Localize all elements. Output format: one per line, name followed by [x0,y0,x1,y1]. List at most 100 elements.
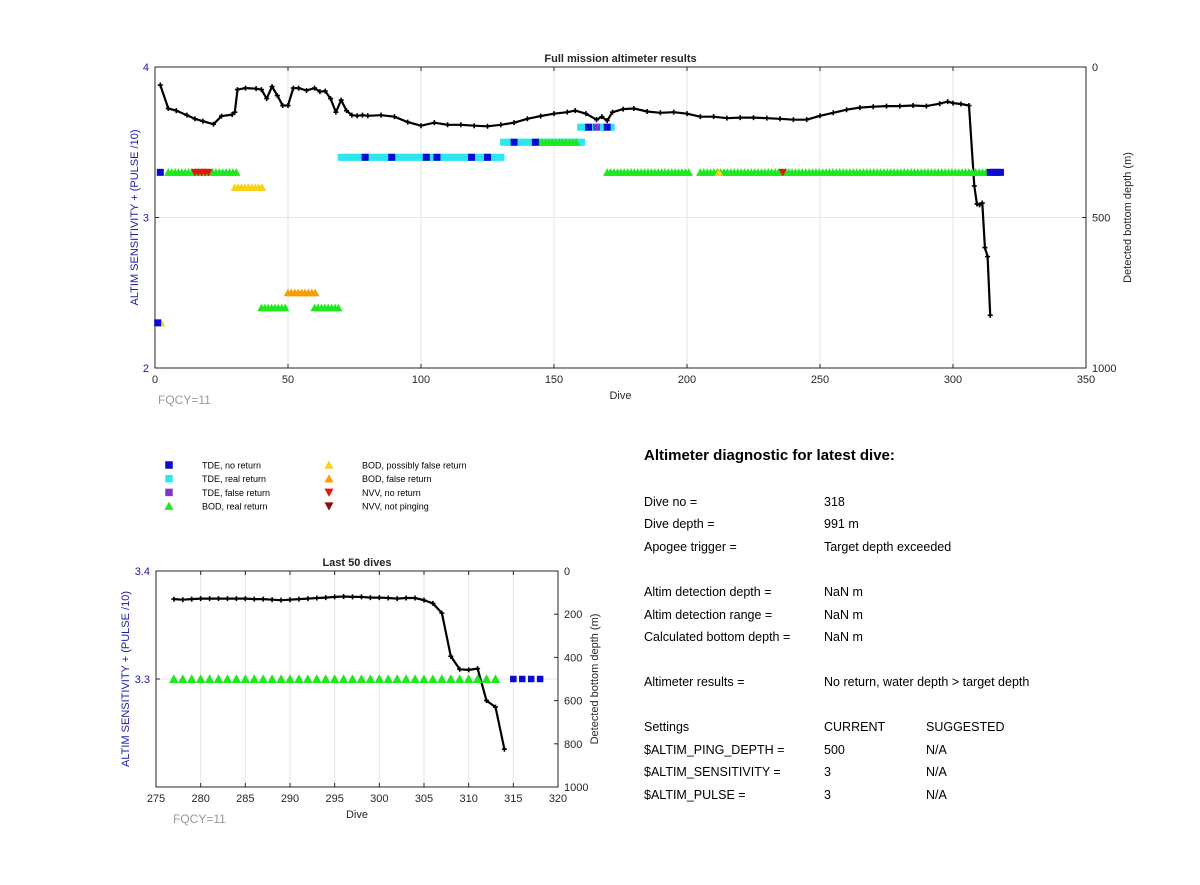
last50-bottom-depth-point [269,597,275,603]
main-bottom-depth-point [269,84,275,90]
main-tde-no-return-marker [510,138,518,146]
main-bottom-depth-point [923,103,929,109]
main-bottom-depth-point [317,89,323,95]
main-bottom-depth-point [418,123,424,129]
main-bottom-depth-point [777,116,783,122]
main-tde-no-return-marker [388,153,396,161]
setting-name: $ALTIM_PULSE = [644,788,746,802]
last50-axes: 275 280 285 290 295 300 305 310 315 320 3.3 3.4 0 200… [120,557,601,826]
main-bod-real-marker [571,138,581,146]
main-tde-no-return-marker [468,153,476,161]
diagnostic-title: Altimeter diagnostic for latest dive: [644,447,895,464]
main-bottom-depth-point [897,103,903,109]
legend-label: BOD, possibly false return [362,461,467,471]
main-bottom-depth-point [485,123,490,129]
setting-current: 3 [824,788,831,802]
main-bottom-depth-point [280,103,286,109]
main-bottom-depth-point [657,110,663,116]
last50-bottom-depth-point [403,595,409,601]
main-bottom-depth-point [604,118,610,124]
main-y2-tick-label: 0 [1092,62,1098,74]
main-bottom-depth-point [333,109,339,115]
main-bottom-depth-point [804,117,810,123]
legend-label: TDE, no return [202,461,261,471]
main-bottom-depth-point [391,114,397,120]
last50-y2-tick-label: 1000 [564,782,588,794]
dive-depth-label: Dive depth = [644,517,715,531]
last50-bottom-depth-point [341,593,347,599]
last50-bottom-depth-point [466,667,472,673]
last50-bottom-depth-point [394,596,400,602]
main-tde-no-return-marker [603,123,611,131]
main-bod-possible-marker [257,183,267,191]
last50-bottom-depth-point [323,595,329,601]
main-x-label: Dive [609,390,631,402]
main-bottom-depth-point [458,122,464,128]
last50-bod-real-marker [204,674,215,683]
last50-bod-real-marker [481,674,492,683]
main-bod-false-marker [311,288,320,297]
main-bottom-depth-point [344,108,350,114]
main-x-tick-label: 300 [944,374,962,386]
main-bottom-depth-point [987,312,993,318]
last50-bod-real-marker [419,674,429,683]
main-y-tick-label: 3 [143,213,149,225]
setting-suggested: N/A [926,765,947,779]
results-label: Altimeter results = [644,675,745,689]
last50-tde-no-return-marker [527,675,535,683]
main-bottom-depth-point [312,85,318,91]
last50-bod-real-marker [249,674,260,683]
main-bottom-depth-point [165,106,171,112]
main-bottom-depth-point [242,85,248,91]
last50-bottom-depth-point [233,596,239,602]
last50-bottom-depth-point [358,594,364,600]
main-bottom-depth-point [844,107,850,113]
main-bod-real-marker [334,303,343,312]
main-bottom-depth-point [253,86,259,92]
last50-bod-real-marker [267,674,277,683]
last50-y-label: ALTIM SENSITIVITY + (PULSE /10) [120,591,132,767]
main-tde-no-return-marker [531,138,539,146]
detect-range-label: Altim detection range = [644,608,773,622]
last50-tde-no-return-marker [536,675,544,683]
main-bottom-depth-point [971,183,977,189]
main-tde-no-return-marker [484,153,491,161]
main-axes: 0 50 100 150 200 250 300 350 2 3 4 0 500 1000 Full mis… [129,53,1134,407]
last50-bottom-depth-point [421,597,427,603]
main-bottom-depth-point [290,85,296,91]
last50-bod-real-marker [240,674,251,683]
last50-bottom-depth-point [260,596,266,602]
last50-bod-real-marker [428,674,438,683]
last50-bottom-depth-point [332,594,338,600]
main-tde-real-marker [578,138,586,146]
last50-bottom-depth-point [171,596,177,602]
main-x-tick-label: 350 [1077,374,1095,386]
last50-x-tick-label: 305 [415,793,433,805]
last50-bottom-depth-point [430,600,436,606]
legend-marker-tde-no-return [165,461,173,469]
suggested-header: SUGGESTED [926,720,1005,734]
main-footnote: FQCY=11 [158,393,211,407]
main-y2-label: Detected bottom depth (m) [1122,152,1134,283]
legend-label: BOD, false return [362,474,432,484]
last50-bottom-depth-point [207,596,213,602]
last50-bod-real-marker [186,674,197,683]
last50-bod-real-marker [285,674,295,683]
last50-x-tick-label: 275 [147,793,165,805]
main-y-tick-label: 2 [143,363,149,375]
last50-bod-real-marker [383,674,394,683]
main-bottom-depth-point [870,104,876,110]
last50-bod-real-marker [169,674,179,683]
main-bottom-depth-point [498,122,504,128]
main-bottom-depth-point [274,93,280,99]
last50-bottom-depth-point [484,698,490,704]
last50-bod-real-marker [258,674,268,683]
last50-bottom-depth-point [314,595,320,601]
main-bottom-depth-point [211,121,217,127]
last50-bottom-depth-point [492,704,498,710]
main-x-tick-label: 0 [152,374,158,386]
last50-x-tick-label: 295 [325,793,343,805]
last50-tde-no-return-marker [519,675,526,683]
main-bottom-depth-point [857,105,863,111]
main-bottom-depth-point [985,254,991,260]
